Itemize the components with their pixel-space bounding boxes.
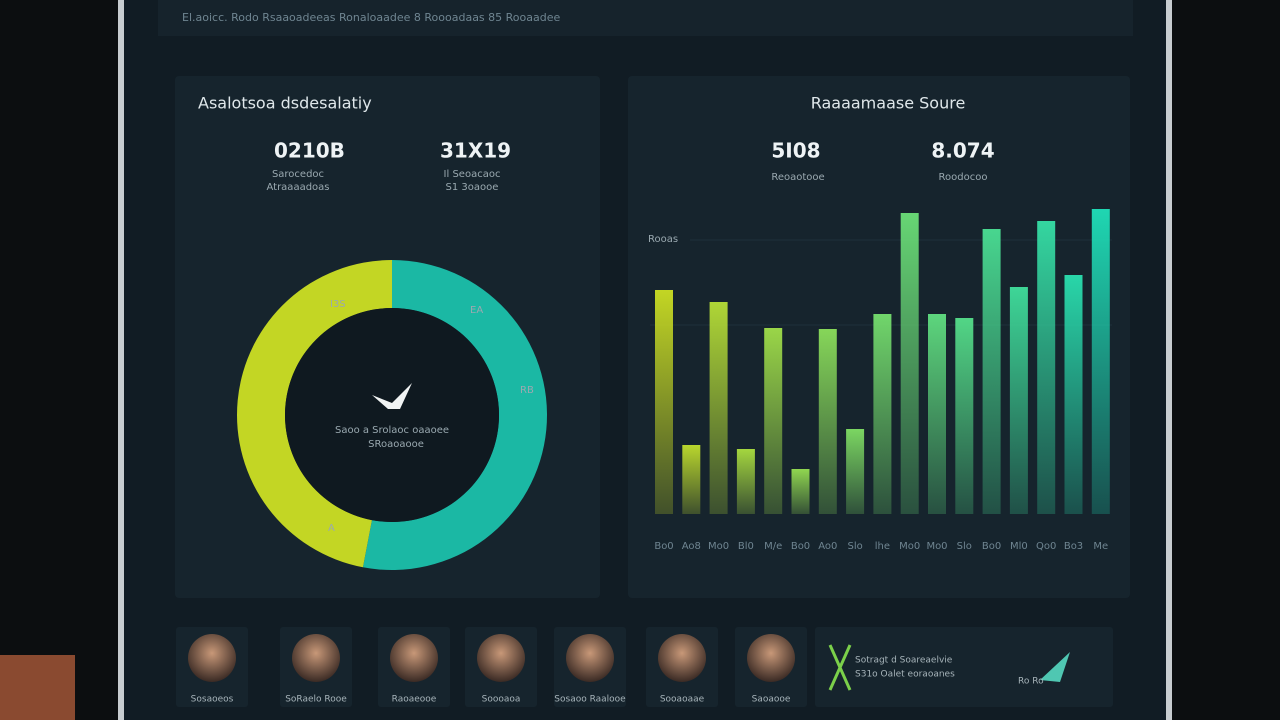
x-tick-label: Ml0 — [1010, 541, 1028, 552]
stat-value: 8.074 — [931, 139, 994, 163]
x-tick-label: Bo0 — [654, 541, 673, 552]
info-card-text: Ro Ro — [1018, 677, 1044, 687]
x-tick-label: Me — [1093, 541, 1108, 552]
bar — [928, 314, 946, 514]
stat-label: Roodocoo — [939, 172, 988, 183]
person-name: Sosaoeos — [191, 695, 234, 705]
donut-chart — [236, 260, 547, 570]
x-tick-label: Qo0 — [1036, 541, 1056, 552]
axis-label: Rooas — [648, 234, 678, 245]
stat-label: Il Seoacaoc — [444, 169, 501, 180]
donut-segment — [362, 260, 547, 570]
avatar — [747, 634, 795, 682]
info-card-text: S31o Oalet eoraoanes — [855, 670, 955, 680]
stat-value: 0210B — [274, 139, 345, 163]
donut-label: I3S — [330, 299, 346, 310]
person-name: Raoaeooe — [392, 695, 437, 705]
center-icon — [372, 383, 412, 409]
info-card-text: Sotragt d Soareaelvie — [855, 656, 953, 666]
donut-segment — [236, 260, 392, 568]
bar — [900, 213, 919, 514]
card-icon — [828, 644, 852, 691]
bar-chart: Bo0 Ao8 Mo0 Bl0 M/e Bo0 Ao0 Slo lhe Mo0 Mo0 Slo Bo0 M… — [654, 209, 1110, 552]
person-name: Sooaoaae — [660, 695, 705, 705]
nav-bar — [158, 0, 1133, 36]
right-panel-title: Raaaamaase Soure — [811, 94, 966, 113]
bar — [982, 229, 1001, 514]
stat-label: Atraaaadoas — [266, 182, 329, 193]
x-tick-label: M/e — [764, 541, 782, 552]
bar — [955, 318, 974, 514]
x-tick-label: Slo — [847, 541, 862, 552]
x-tick-label: Mo0 — [926, 541, 947, 552]
x-tick-label: Ao8 — [682, 541, 701, 552]
x-tick-label: Bo0 — [791, 541, 810, 552]
stat-label: S1 3oaooe — [446, 182, 499, 193]
x-tick-label: Ao0 — [818, 541, 837, 552]
x-tick-label: Slo — [957, 541, 972, 552]
left-panel-title: Asalotsoa dsdesalatiy — [198, 94, 372, 113]
x-tick-label: Bo0 — [982, 541, 1001, 552]
bar — [846, 429, 865, 514]
x-tick-label: lhe — [875, 541, 890, 552]
x-tick-label: Bl0 — [738, 541, 754, 552]
bar — [682, 445, 701, 514]
bar — [791, 469, 810, 514]
info-card[interactable] — [815, 627, 1113, 707]
donut-hole — [285, 308, 499, 522]
stat-value: 31X19 — [440, 139, 511, 163]
avatar — [477, 634, 525, 682]
card-logo — [1040, 652, 1070, 682]
avatar — [292, 634, 340, 682]
avatar — [390, 634, 438, 682]
desk-object — [0, 655, 75, 720]
bar — [1064, 275, 1083, 514]
stat-label: Reoaotooe — [771, 172, 824, 183]
stat-label: Sarocedoc — [272, 169, 324, 180]
bar — [818, 329, 837, 514]
donut-label: EA — [470, 305, 483, 316]
bar — [873, 314, 892, 514]
x-tick-label: Bo3 — [1064, 541, 1083, 552]
avatar — [658, 634, 706, 682]
bar — [1037, 221, 1056, 514]
donut-label: A — [328, 523, 335, 534]
person-name: SoRaelo Rooe — [285, 695, 347, 705]
person-name: Saoaooe — [752, 695, 791, 705]
bar — [1009, 287, 1028, 514]
donut-center-text: SRoaoaooe — [368, 439, 424, 450]
bar — [655, 290, 673, 514]
donut-center-text: Saoo a Srolaoc oaaoee — [335, 425, 449, 436]
bar — [1091, 209, 1110, 514]
avatar — [188, 634, 236, 682]
avatar — [566, 634, 614, 682]
donut-label: RB — [520, 385, 534, 396]
person-name: Soooaoa — [482, 695, 521, 705]
x-tick-label: Mo0 — [899, 541, 920, 552]
bar — [764, 328, 783, 514]
bar — [709, 302, 728, 514]
stat-value: 5I08 — [771, 139, 820, 163]
x-tick-label: Mo0 — [708, 541, 729, 552]
person-name: Sosaoo Raalooe — [554, 695, 626, 705]
bar — [736, 449, 755, 514]
nav-menu[interactable]: El.aoicc. Rodo Rsaaoadeeas Ronaloaadee 8… — [182, 11, 560, 24]
people-row: Sosaoeos SoRaelo Rooe Raoaeooe Soooaoa Sosao… — [176, 627, 807, 707]
